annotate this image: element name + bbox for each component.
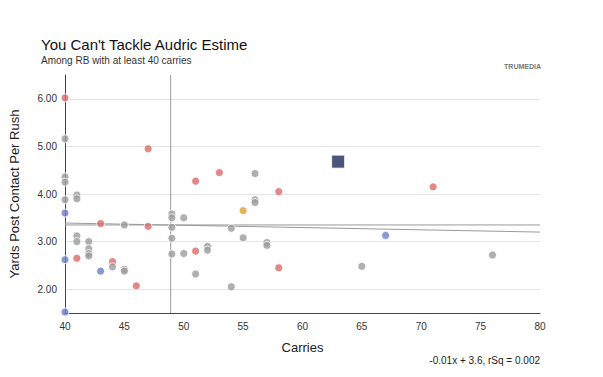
- svg-text:4.00: 4.00: [38, 189, 58, 200]
- svg-text:Yards Post Contact Per Rush: Yards Post Contact Per Rush: [7, 110, 22, 279]
- svg-text:45: 45: [119, 321, 131, 332]
- svg-text:Among RB with at least 40 carr: Among RB with at least 40 carries: [41, 55, 192, 66]
- svg-text:70: 70: [416, 321, 428, 332]
- svg-text:-0.01x + 3.6, rSq = 0.002: -0.01x + 3.6, rSq = 0.002: [429, 355, 540, 366]
- svg-text:80: 80: [534, 321, 546, 332]
- svg-text:40: 40: [59, 321, 71, 332]
- svg-text:3.00: 3.00: [38, 236, 58, 247]
- svg-text:60: 60: [297, 321, 309, 332]
- svg-text:2.00: 2.00: [38, 284, 58, 295]
- svg-text:50: 50: [178, 321, 190, 332]
- svg-text:6.00: 6.00: [38, 93, 58, 104]
- svg-text:55: 55: [238, 321, 250, 332]
- svg-text:TRUMEDIA: TRUMEDIA: [504, 63, 541, 70]
- svg-text:65: 65: [356, 321, 368, 332]
- svg-text:Carries: Carries: [282, 340, 324, 355]
- svg-text:75: 75: [475, 321, 487, 332]
- svg-text:5.00: 5.00: [38, 141, 58, 152]
- svg-text:You Can't Tackle Audric Estime: You Can't Tackle Audric Estime: [41, 36, 247, 53]
